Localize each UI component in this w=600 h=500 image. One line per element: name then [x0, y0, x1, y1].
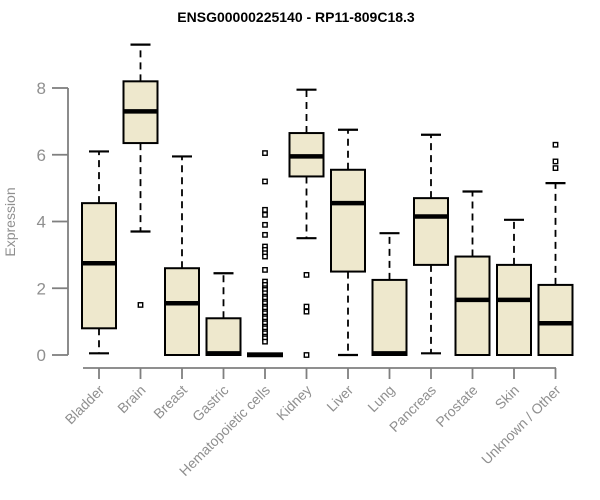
- iqr-box: [330, 168, 366, 273]
- x-category-label-breast: Breast: [150, 382, 190, 422]
- y-axis-label: Expression: [2, 187, 18, 256]
- iqr-box: [537, 283, 574, 357]
- boxplot-gastric: [205, 272, 242, 357]
- y-tick-label: 2: [37, 279, 46, 298]
- outlier-point: [262, 338, 268, 345]
- outlier-point: [262, 150, 268, 156]
- chart-title: ENSG00000225140 - RP11-809C18.3: [177, 9, 415, 25]
- outlier-point: [303, 272, 310, 278]
- y-axis: 0 2 4 6 8: [37, 79, 69, 365]
- iqr-box: [496, 263, 532, 357]
- x-category-label-brain: Brain: [114, 382, 148, 416]
- y-tick-label: 4: [37, 213, 46, 232]
- boxplot-kidney: [288, 88, 325, 358]
- boxplot-hematopoietic-cells: [247, 150, 283, 358]
- outlier-point: [262, 178, 268, 185]
- outlier-point: [262, 266, 268, 273]
- outlier-point: [262, 231, 268, 238]
- iqr-box: [81, 202, 117, 330]
- outlier-point: [137, 302, 144, 308]
- iqr-box: [205, 317, 242, 357]
- plot-area: 0 2 4 6 8 Bladder Brain BreastGastricHematopoie…: [37, 43, 574, 479]
- boxplot-skin: [496, 218, 532, 357]
- outlier-point: [262, 253, 268, 260]
- outlier-point: [262, 206, 268, 213]
- x-category-label-lung: Lung: [364, 382, 397, 415]
- iqr-box: [413, 197, 449, 266]
- outlier-point: [552, 158, 559, 165]
- x-category-label-prostate: Prostate: [432, 382, 480, 430]
- boxplot-liver: [330, 128, 366, 357]
- boxplot-lung: [371, 232, 408, 356]
- outlier-point: [262, 221, 268, 228]
- y-tick-label: 0: [37, 346, 46, 365]
- y-tick-label: 8: [37, 79, 46, 98]
- outlier-point: [303, 308, 310, 315]
- x-category-label-liver: Liver: [323, 382, 356, 415]
- x-category-label-bladder: Bladder: [62, 382, 108, 428]
- outlier-point: [303, 352, 310, 358]
- iqr-box: [454, 255, 491, 357]
- x-category-label-kidney: Kidney: [273, 382, 315, 424]
- iqr-box: [164, 267, 200, 357]
- boxplot-bladder: [81, 150, 117, 355]
- boxplot-pancreas: [413, 133, 449, 355]
- outlier-point: [262, 211, 268, 218]
- outlier-point: [552, 141, 559, 148]
- boxplot-breast: [164, 155, 200, 357]
- x-category-label-skin: Skin: [492, 382, 523, 413]
- boxplot-brain: [122, 43, 159, 308]
- iqr-box: [371, 278, 408, 356]
- y-tick-label: 6: [37, 146, 46, 165]
- outlier-point: [303, 303, 310, 310]
- x-category-label-unknown-other: Unknown / Other: [478, 382, 564, 468]
- outlier-point: [552, 165, 559, 171]
- boxplot-unknown-other: [537, 141, 574, 357]
- boxplot-prostate: [454, 190, 491, 357]
